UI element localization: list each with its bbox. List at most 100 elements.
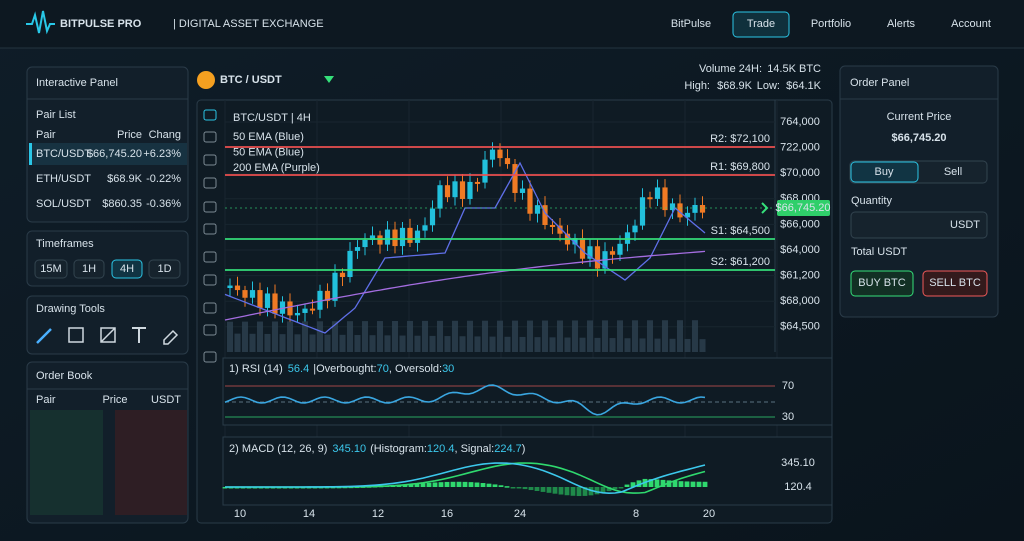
timeframe-label[interactable]: 15M [40,263,61,275]
nav-item[interactable]: Trade [747,18,775,30]
volume-bar [662,320,668,352]
price-label: 764,000 [780,116,820,128]
toolbar-icon[interactable] [203,177,217,189]
macd-histogram [684,481,690,487]
candle [354,247,361,251]
candle [609,251,616,255]
volume-bar [369,335,376,352]
nav-item[interactable]: Account [951,18,991,30]
pair-cell[interactable]: $860.35 [102,198,142,210]
volume-label: Volume 24H: [699,63,762,75]
nav-active[interactable] [732,11,790,38]
pair-cell[interactable]: BTC/USDT [36,148,91,160]
macd-histogram [690,481,696,487]
macd-histogram [672,480,678,487]
tab[interactable]: Sell [944,166,962,178]
volume-bar [392,320,398,352]
candle [339,272,346,278]
candle [369,235,376,240]
toolbar-icon[interactable] [203,274,217,286]
volume-bar [677,320,683,352]
sell-button[interactable] [922,270,988,297]
timeframe-button[interactable] [148,259,181,279]
macd-histogram [666,480,672,487]
volume-bar [249,333,256,352]
candle [684,212,691,218]
quantity-input[interactable] [850,211,988,239]
sell-button-label[interactable]: SELL BTC [929,277,981,289]
row-indicator [29,143,32,165]
timeframe-label[interactable]: 1D [157,263,171,275]
timeframe-button[interactable] [73,259,105,279]
toolbar-icon[interactable] [203,351,217,363]
nav-item[interactable]: Portfolio [811,18,851,30]
timeframe-label[interactable]: 1H [82,263,96,275]
pair-cell[interactable]: SOL/USDT [36,198,91,210]
macd-histogram [522,487,528,490]
price-label: $61,200 [780,270,820,282]
pair-cell[interactable]: -0.36% [146,198,181,210]
toolbar-icon[interactable] [203,324,217,336]
volume-bar [474,336,481,352]
volume-bar [227,321,233,352]
candle [362,239,368,248]
candle [549,224,556,227]
x-label: 16 [441,508,453,520]
volume-bar [617,320,623,352]
toolbar-icon[interactable] [203,251,217,263]
column-header: Price [117,129,142,141]
candle [302,308,308,313]
text-part: (Histogram: [370,443,427,455]
macd-histogram [462,481,468,487]
pair-title[interactable]: BTC / USDT [220,74,282,86]
pair-cell[interactable]: $68.9K [107,173,143,185]
x-label: 12 [372,508,384,520]
volume-bar [669,338,676,352]
macd-histogram [618,487,624,489]
volume-bar [564,337,571,352]
macd-histogram [654,479,660,487]
timeframe-button[interactable] [34,259,68,279]
buy-button-label[interactable]: BUY BTC [858,277,906,289]
volume-bar [519,336,526,352]
candle [594,246,601,269]
timeframe-label[interactable]: 4H [120,263,134,275]
text-part: 56.4 [288,363,309,375]
tool-rect [68,327,84,343]
candle [617,243,623,255]
volume-bar [422,320,428,352]
toolbar-icon[interactable] [203,302,217,314]
pair-cell[interactable]: -0.22% [146,173,181,185]
tab[interactable]: Buy [875,166,894,178]
pair-cell[interactable]: +6.23% [143,148,181,160]
candle [377,235,383,245]
buy-button[interactable] [850,270,914,297]
pair-cell[interactable]: ETH/USDT [36,173,91,185]
legend-entry: 50 EMA (Blue) [233,131,304,143]
column-header: Pair [36,129,56,141]
candle [654,187,661,199]
toolbar-icon[interactable] [203,154,217,166]
toolbar-icon[interactable] [203,131,217,143]
low-label: Low: [757,80,780,92]
pair-cell[interactable]: $66,745.20 [87,148,142,160]
nav-item[interactable]: Alerts [887,18,916,30]
macd-histogram [474,482,480,487]
brand-subtitle: | DIGITAL ASSET EXCHANGE [173,18,324,30]
nav-item[interactable]: BitPulse [671,18,711,30]
toolbar-icon[interactable] [203,201,217,213]
total-label: Total USDT [851,246,908,258]
volume-bar [452,320,458,352]
price-arrow [761,202,769,214]
volume-bar [384,335,391,352]
macd-histogram [606,487,612,492]
volume-bar [692,320,698,352]
row-selected[interactable] [29,143,187,165]
tab-active[interactable] [850,161,919,183]
toolbar-icon[interactable] [203,223,217,235]
toolbar-icon[interactable] [203,109,217,121]
macd-histogram [402,484,408,487]
timeframe-button[interactable] [111,259,143,279]
panel-title: Order Book [36,370,93,382]
quantity-unit: USDT [950,219,980,231]
